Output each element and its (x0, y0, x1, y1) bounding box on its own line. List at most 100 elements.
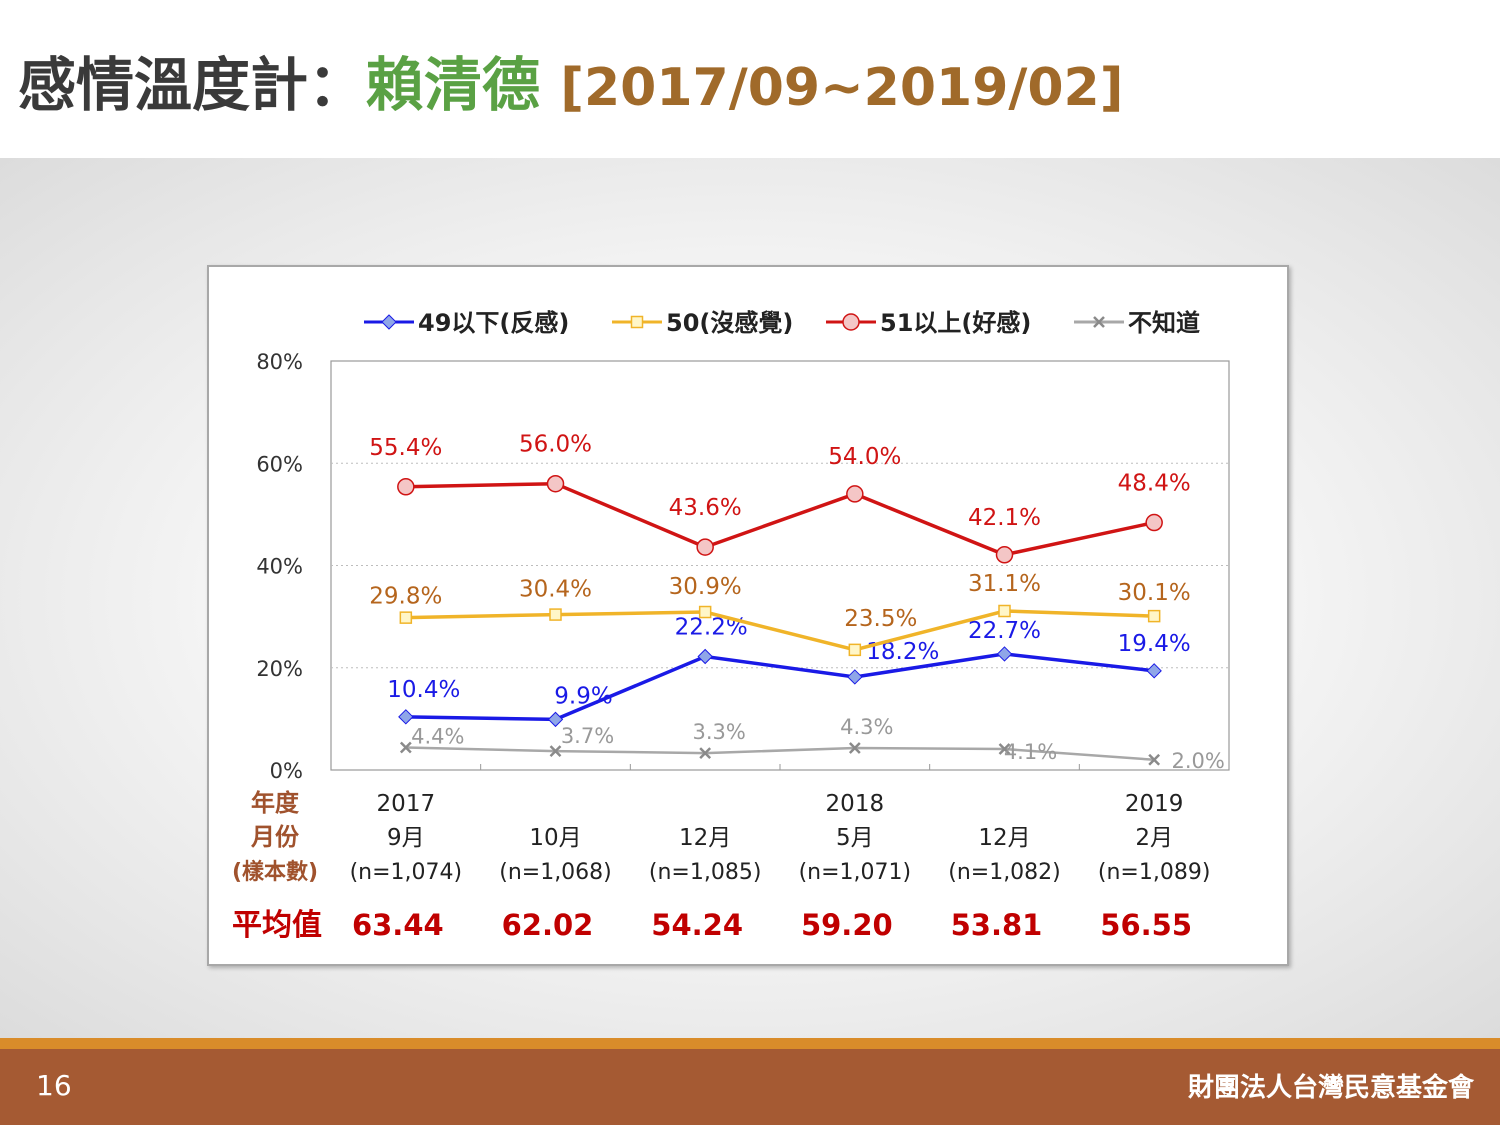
category-month: 2月 (1135, 825, 1173, 851)
data-label: 23.5% (844, 606, 917, 632)
marker-circle (846, 485, 864, 503)
marker-diamond (847, 669, 863, 685)
y-tick-label: 80% (256, 350, 303, 374)
marker-circle (397, 478, 415, 496)
category-month: 9月 (387, 825, 425, 851)
footer-divider (0, 1038, 1500, 1049)
data-label: 30.1% (1118, 580, 1191, 606)
data-label: 4.3% (840, 715, 893, 739)
marker-circle (842, 313, 860, 331)
marker-x (549, 745, 562, 757)
category-sample: (n=1,071) (799, 860, 912, 885)
marker-square (549, 608, 562, 621)
line-chart: 0%20%40%60%80%10.4% 9.9%22.2%18.2%22.7% 19… (232, 309, 1230, 943)
data-label: 10.4% (387, 677, 460, 703)
data-label: 30.9% (669, 574, 742, 600)
title-bar: 感情溫度計：賴清德 [2017/09~2019/02] (0, 0, 1500, 158)
marker-square (1147, 609, 1161, 623)
marker-diamond (1146, 663, 1162, 679)
category-sample: (n=1,085) (649, 860, 762, 885)
y-tick-label: 40% (256, 555, 303, 579)
data-label: 4.1% (1004, 740, 1057, 764)
row-label-average: 平均值 (232, 908, 322, 943)
title-name: 賴清德 (366, 51, 541, 119)
title-range: [2017/09~2019/02] (560, 58, 1124, 118)
marker-x (1093, 316, 1105, 328)
legend-label: 不知道 (1128, 309, 1200, 337)
category-month: 12月 (679, 825, 731, 851)
category-month: 5月 (836, 825, 874, 851)
marker-x (998, 743, 1011, 755)
chart-frame: 0% 20% 40% 60% 80% 10.4% 9.9% 22.2% 18.2% 22.7% 19… (207, 265, 1289, 966)
plot-area (330, 360, 1230, 771)
marker-square (848, 643, 862, 657)
category-average: 56.55 (1100, 908, 1192, 942)
series-line (405, 609, 1155, 652)
data-label: 30.4% (519, 577, 592, 603)
data-label: 3.7% (561, 724, 614, 748)
page-number: 16 (36, 1069, 72, 1102)
category-sample: (n=1,068) (499, 860, 612, 885)
category-sample: (n=1,082) (948, 860, 1061, 885)
data-label: 31.1% (968, 571, 1041, 597)
data-label: 4.4% (411, 725, 464, 749)
legend-label: 50(沒感覺) (666, 309, 793, 337)
category-average: 53.81 (951, 908, 1043, 942)
legend-label: 51以上(好感) (880, 309, 1031, 337)
data-label: 19.4% (1118, 631, 1191, 657)
category-month: 10月 (529, 825, 581, 851)
marker-x (699, 747, 712, 760)
category-average: 59.20 (801, 908, 893, 942)
marker-circle (696, 538, 714, 556)
data-label: 22.7% (968, 618, 1041, 644)
category-average: 54.24 (651, 908, 743, 942)
data-label: 43.6% (669, 495, 742, 521)
marker-x (848, 742, 861, 754)
row-label-year: 年度 (251, 789, 300, 817)
marker-diamond (381, 314, 397, 330)
category-average: 63.44 (352, 908, 444, 942)
marker-square (698, 605, 712, 619)
data-label: 9.9% (554, 683, 612, 709)
marker-circle (1145, 513, 1163, 532)
marker-circle (546, 474, 565, 493)
data-label: 54.0% (828, 444, 901, 470)
marker-x (1148, 753, 1161, 766)
category-sample: (n=1,074) (350, 860, 463, 885)
title-prefix: 感情溫度計： (18, 51, 367, 119)
data-label: 29.8% (369, 584, 442, 610)
y-tick-label: 0% (270, 759, 303, 783)
marker-square (998, 604, 1011, 618)
page-title: 感情溫度計：賴清德 [2017/09~2019/02] (18, 40, 1124, 130)
data-label: 56.0% (519, 432, 592, 458)
marker-diamond (547, 711, 564, 728)
category-year: 2018 (826, 791, 885, 817)
data-label: 42.1% (968, 505, 1041, 531)
row-label-sample: (樣本數) (232, 859, 318, 885)
marker-square (630, 315, 644, 329)
category-year: 2017 (377, 791, 436, 817)
marker-diamond (697, 648, 713, 665)
data-label: 3.3% (692, 720, 745, 744)
data-label: 55.4% (369, 435, 442, 461)
category-sample: (n=1,089) (1098, 860, 1211, 885)
marker-diamond (996, 646, 1013, 662)
data-label: 2.0% (1171, 749, 1224, 773)
series-line (405, 652, 1155, 722)
marker-circle (995, 546, 1014, 564)
marker-diamond (398, 709, 414, 725)
row-label-month: 月份 (250, 823, 300, 851)
organization-name: 財團法人台灣民意基金會 (1187, 1073, 1474, 1103)
category-year: 2019 (1125, 791, 1184, 817)
y-tick-label: 60% (256, 452, 303, 476)
category-average: 62.02 (502, 908, 594, 942)
category-month: 12月 (978, 825, 1030, 851)
y-tick-label: 20% (256, 657, 303, 681)
marker-x (399, 741, 412, 754)
marker-square (399, 611, 413, 624)
series-line (405, 746, 1155, 762)
footer: 16 財團法人台灣民意基金會 (0, 1049, 1500, 1125)
data-label: 48.4% (1118, 471, 1191, 497)
legend-label: 49以下(反感) (418, 309, 569, 337)
series-line (405, 481, 1155, 557)
